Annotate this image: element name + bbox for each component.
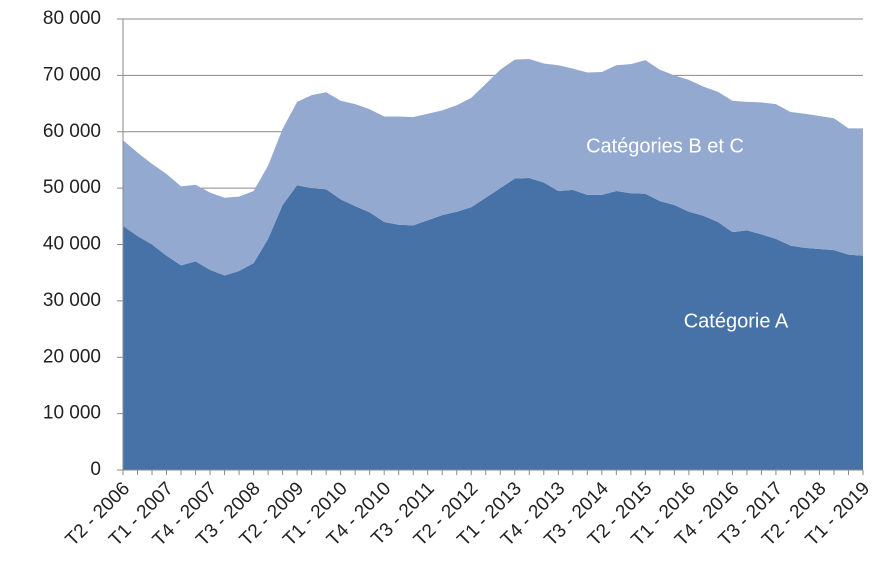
y-tick-label: 20 000 <box>43 346 101 367</box>
area <box>123 177 863 471</box>
series-label: Catégories B et C <box>586 135 744 157</box>
y-tick-label: 10 000 <box>43 403 101 424</box>
y-tick-label: 50 000 <box>43 177 101 198</box>
y-tick-label: 60 000 <box>43 121 101 142</box>
y-tick-label: 0 <box>90 459 101 480</box>
series-label: Catégorie A <box>684 310 789 332</box>
y-tick-label: 40 000 <box>43 234 101 255</box>
y-tick-label: 70 000 <box>43 64 101 85</box>
y-tick-label: 80 000 <box>43 8 101 29</box>
y-tick-label: 30 000 <box>43 290 101 311</box>
area <box>123 59 863 276</box>
